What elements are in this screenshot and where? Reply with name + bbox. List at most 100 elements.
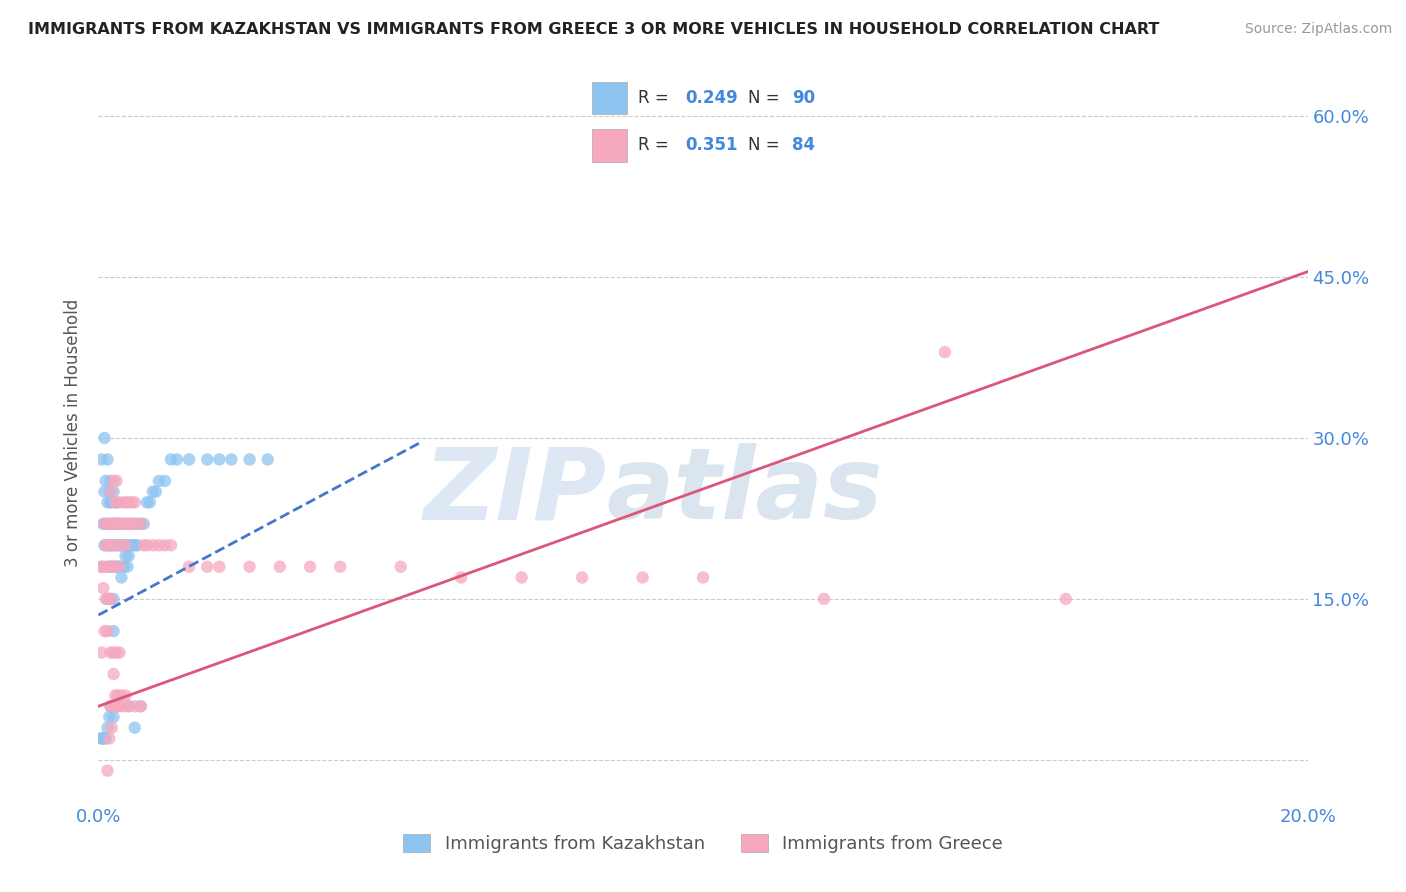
Point (127, 516, 149, 531)
Legend: Immigrants from Kazakhstan, Immigrants from Greece: Immigrants from Kazakhstan, Immigrants f… (395, 827, 1011, 861)
Point (103, 646, 125, 660)
Point (114, 549, 136, 563)
Point (93, 484, 115, 499)
Point (90, 559, 112, 574)
Point (329, 559, 352, 574)
Point (111, 538, 134, 552)
Point (104, 495, 127, 509)
Point (103, 538, 125, 552)
Point (571, 570, 593, 584)
Point (110, 538, 132, 552)
Point (118, 516, 141, 531)
Point (103, 624, 125, 639)
Point (96, 624, 118, 639)
Point (100, 484, 122, 499)
Point (96, 764, 118, 778)
Point (93, 516, 115, 531)
Point (108, 516, 131, 531)
Point (105, 516, 128, 531)
Point (91, 516, 114, 531)
Point (129, 516, 152, 531)
Point (103, 474, 125, 488)
Point (107, 516, 129, 531)
Point (105, 699, 128, 714)
Point (129, 699, 152, 714)
Text: R =: R = (638, 136, 675, 154)
Point (100, 516, 122, 531)
Text: R =: R = (638, 89, 675, 107)
Point (94, 591, 117, 606)
Point (148, 538, 170, 552)
Point (100, 646, 122, 660)
Point (94, 731, 117, 746)
Point (108, 538, 131, 552)
Point (132, 516, 155, 531)
Point (90, 646, 112, 660)
Point (142, 538, 165, 552)
Point (208, 559, 231, 574)
Point (90, 731, 112, 746)
Point (100, 699, 122, 714)
Point (94, 516, 117, 531)
Point (98, 731, 121, 746)
Point (127, 538, 149, 552)
Point (90, 559, 112, 574)
Point (118, 538, 141, 552)
Point (96, 452, 118, 467)
Point (98, 538, 121, 552)
Point (103, 667, 125, 681)
Point (100, 699, 122, 714)
Point (94, 474, 117, 488)
Point (100, 721, 122, 735)
Point (107, 559, 129, 574)
Point (124, 495, 146, 509)
Point (111, 495, 134, 509)
Point (93, 431, 115, 445)
Point (111, 538, 134, 552)
Point (94, 538, 117, 552)
Point (129, 699, 152, 714)
Point (103, 559, 125, 574)
Point (166, 452, 188, 467)
Point (221, 452, 243, 467)
Point (179, 452, 201, 467)
Point (145, 484, 167, 499)
Text: 0.249: 0.249 (685, 89, 738, 107)
Point (124, 516, 146, 531)
Point (93, 559, 115, 574)
Point (104, 516, 127, 531)
Point (121, 495, 143, 509)
Point (110, 570, 132, 584)
Point (1054, 591, 1077, 606)
Point (510, 570, 533, 584)
Point (114, 495, 136, 509)
Point (110, 689, 132, 703)
Point (100, 591, 122, 606)
Point (153, 538, 176, 552)
Point (121, 538, 143, 552)
Point (114, 516, 136, 531)
Point (124, 721, 146, 735)
Point (148, 474, 170, 488)
Point (105, 538, 128, 552)
Point (195, 559, 218, 574)
Point (103, 591, 125, 606)
Point (105, 495, 128, 509)
Point (107, 689, 129, 703)
Point (93, 624, 115, 639)
Point (96, 591, 118, 606)
Point (111, 516, 134, 531)
Point (129, 516, 152, 531)
Point (105, 516, 128, 531)
Text: 84: 84 (792, 136, 815, 154)
Point (692, 570, 714, 584)
Point (118, 699, 141, 714)
Point (122, 538, 145, 552)
Point (104, 538, 127, 552)
Point (100, 538, 122, 552)
Point (96, 495, 118, 509)
Point (389, 559, 412, 574)
Point (108, 699, 131, 714)
Point (118, 516, 141, 531)
Y-axis label: 3 or more Vehicles in Household: 3 or more Vehicles in Household (65, 299, 83, 566)
